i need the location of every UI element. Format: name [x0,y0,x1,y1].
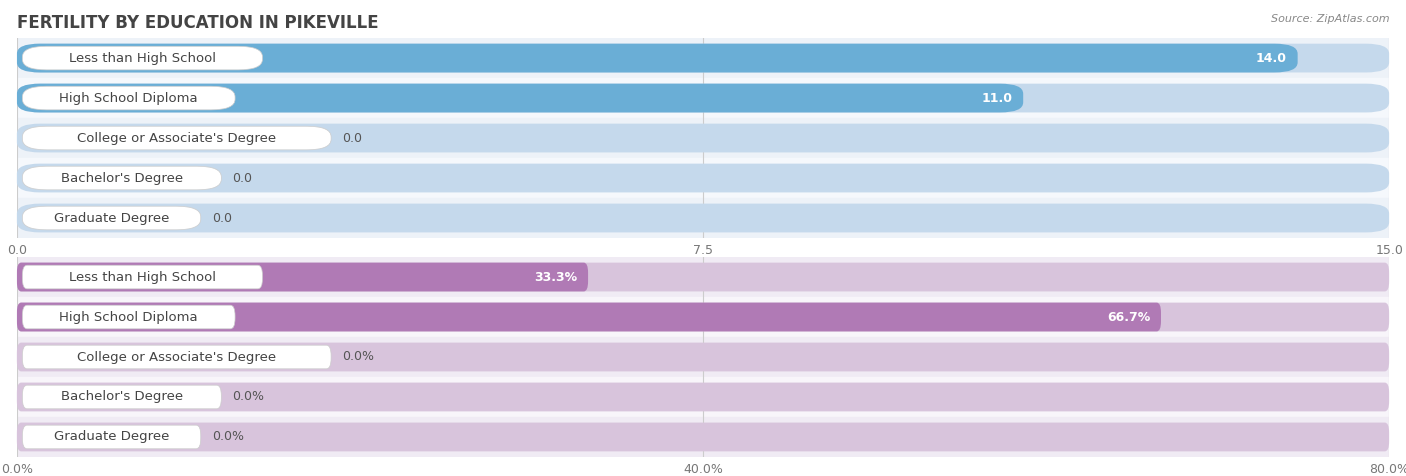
FancyBboxPatch shape [17,263,588,291]
Text: 0.0%: 0.0% [232,390,264,404]
FancyBboxPatch shape [22,385,221,409]
FancyBboxPatch shape [17,263,1389,291]
Text: 14.0: 14.0 [1256,51,1286,65]
Bar [17,337,1389,377]
Text: 66.7%: 66.7% [1107,310,1150,324]
Bar [17,78,1389,118]
FancyBboxPatch shape [17,383,1389,411]
Text: Less than High School: Less than High School [69,270,217,284]
Bar [17,198,1389,238]
FancyBboxPatch shape [17,124,1389,152]
FancyBboxPatch shape [17,303,1161,331]
Text: Graduate Degree: Graduate Degree [53,430,169,444]
FancyBboxPatch shape [22,305,235,329]
Bar [17,377,1389,417]
Text: College or Associate's Degree: College or Associate's Degree [77,350,277,364]
FancyBboxPatch shape [17,164,1389,192]
FancyBboxPatch shape [22,166,221,190]
Bar [17,158,1389,198]
FancyBboxPatch shape [17,84,1389,112]
Text: High School Diploma: High School Diploma [59,310,198,324]
Text: College or Associate's Degree: College or Associate's Degree [77,131,277,145]
Text: FERTILITY BY EDUCATION IN PIKEVILLE: FERTILITY BY EDUCATION IN PIKEVILLE [17,14,378,32]
FancyBboxPatch shape [17,84,1024,112]
FancyBboxPatch shape [17,303,1389,331]
Text: High School Diploma: High School Diploma [59,91,198,105]
Bar [17,297,1389,337]
Text: Graduate Degree: Graduate Degree [53,211,169,225]
FancyBboxPatch shape [22,126,332,150]
Text: 0.0%: 0.0% [212,430,243,444]
FancyBboxPatch shape [22,86,235,110]
FancyBboxPatch shape [22,425,201,449]
FancyBboxPatch shape [22,265,263,289]
Bar [17,38,1389,78]
FancyBboxPatch shape [17,204,1389,232]
Text: Less than High School: Less than High School [69,51,217,65]
Bar [17,257,1389,297]
FancyBboxPatch shape [17,44,1298,72]
FancyBboxPatch shape [17,44,1389,72]
Text: 11.0: 11.0 [981,91,1012,105]
FancyBboxPatch shape [22,206,201,230]
Text: Bachelor's Degree: Bachelor's Degree [60,390,183,404]
FancyBboxPatch shape [22,345,332,369]
Text: 0.0: 0.0 [232,171,252,185]
Text: 0.0: 0.0 [212,211,232,225]
Text: 33.3%: 33.3% [534,270,576,284]
FancyBboxPatch shape [22,46,263,70]
Text: Source: ZipAtlas.com: Source: ZipAtlas.com [1271,14,1389,24]
FancyBboxPatch shape [17,343,1389,371]
FancyBboxPatch shape [17,423,1389,451]
Bar [17,417,1389,457]
Text: Bachelor's Degree: Bachelor's Degree [60,171,183,185]
Text: 0.0: 0.0 [342,131,363,145]
Text: 0.0%: 0.0% [342,350,374,364]
Bar [17,118,1389,158]
